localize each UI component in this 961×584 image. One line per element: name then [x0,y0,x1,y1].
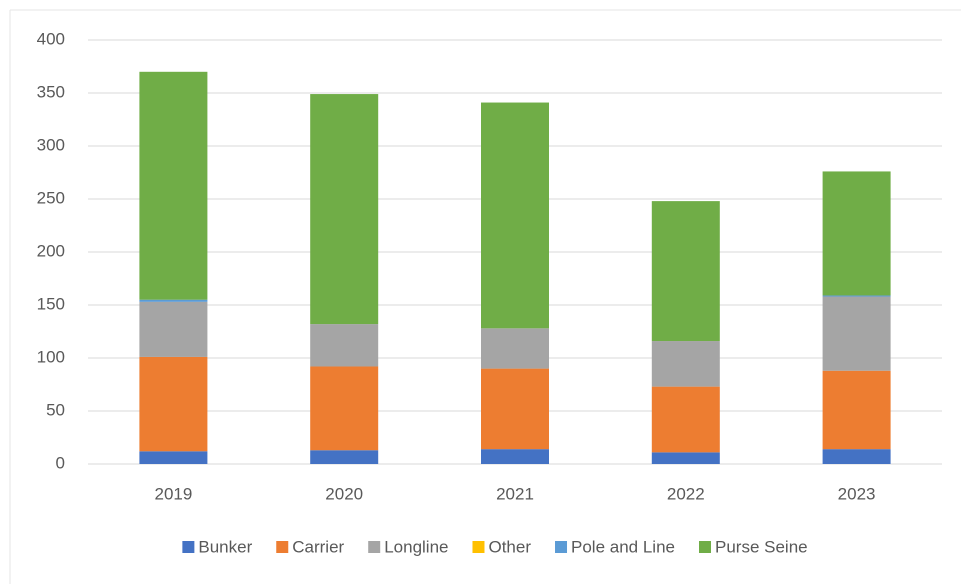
bar-segment [139,299,208,302]
y-tick-label: 400 [37,29,65,48]
bar-segment [310,324,379,367]
legend-label: Purse Seine [715,537,808,556]
legend-label: Bunker [198,537,252,556]
bar-segment [310,450,379,464]
bar-segment [651,452,720,464]
x-tick-label: 2020 [325,484,363,503]
legend-label: Longline [384,537,448,556]
y-tick-label: 300 [37,135,65,154]
bar-segment [481,368,549,450]
bar-segment [822,296,891,371]
legend-label: Other [488,537,531,556]
x-tick-label: 2021 [496,484,534,503]
y-tick-label: 150 [37,294,65,313]
bar-segment [139,356,208,452]
y-tick-label: 250 [37,188,65,207]
bar-segment [481,449,549,464]
bar-segment [822,449,891,464]
bar-segment [651,386,720,453]
legend-swatch [555,541,568,553]
bar-segment [139,71,208,300]
legend-swatch [472,541,485,553]
bar-segment [822,370,891,450]
legend-swatch [699,541,711,553]
legend-label: Pole and Line [571,537,675,556]
y-tick-label: 350 [37,82,65,101]
bar-segment [822,295,891,297]
bar-segment [310,366,379,451]
bar-segment [651,201,720,342]
bar-segment [822,171,891,296]
y-tick-label: 50 [46,400,65,419]
legend-swatch [368,541,381,553]
y-tick-label: 0 [56,453,65,472]
bar-segment [139,451,208,464]
x-tick-label: 2019 [154,484,192,503]
legend-label: Carrier [292,537,344,556]
x-tick-label: 2023 [838,484,876,503]
bar-segment [139,301,208,357]
bar-segment [481,102,549,329]
y-tick-label: 100 [37,347,65,366]
x-tick-label: 2022 [667,484,705,503]
bar-segment [651,341,720,387]
bar-segment [481,328,549,369]
legend-swatch [182,541,195,553]
legend-swatch [276,541,289,553]
y-tick-label: 200 [37,241,65,260]
bar-segment [310,94,379,325]
